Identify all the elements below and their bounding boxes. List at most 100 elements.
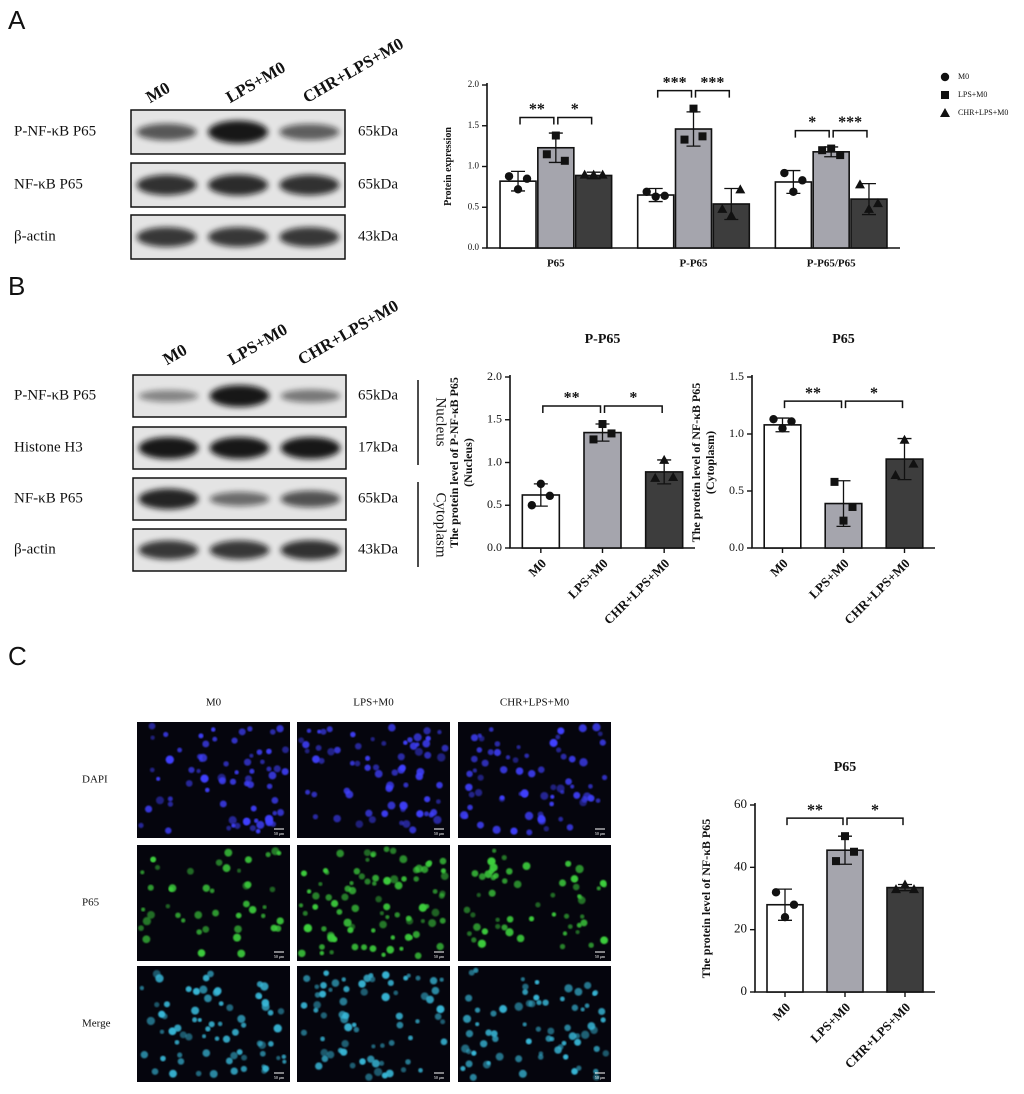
cell bbox=[256, 820, 265, 829]
cell bbox=[574, 1038, 582, 1046]
cell bbox=[479, 1040, 488, 1048]
cell bbox=[575, 930, 580, 935]
cell bbox=[326, 1050, 335, 1059]
cell bbox=[499, 766, 508, 774]
bar bbox=[674, 128, 713, 249]
cell bbox=[383, 876, 392, 885]
data-point bbox=[827, 144, 836, 153]
blot-band bbox=[280, 437, 341, 459]
cell bbox=[281, 768, 289, 776]
cell bbox=[403, 975, 409, 981]
cell bbox=[264, 814, 274, 824]
cell bbox=[568, 1032, 577, 1040]
cell bbox=[257, 994, 262, 999]
cell bbox=[315, 1062, 323, 1070]
cell bbox=[266, 748, 272, 755]
cell bbox=[556, 784, 565, 793]
cell bbox=[282, 1059, 287, 1064]
blot-band bbox=[138, 488, 199, 510]
cell bbox=[163, 731, 169, 738]
cell bbox=[460, 811, 469, 820]
cell bbox=[323, 970, 330, 977]
cell bbox=[409, 742, 418, 750]
cell bbox=[381, 952, 386, 957]
cell bbox=[350, 731, 356, 738]
cell bbox=[528, 770, 536, 778]
cell bbox=[488, 727, 494, 732]
cell bbox=[534, 979, 540, 985]
cell bbox=[237, 1014, 246, 1023]
cell bbox=[476, 821, 484, 829]
y-axis-label-line: The protein level of P-NF-κB P65 bbox=[447, 377, 461, 548]
cell bbox=[407, 737, 413, 743]
protein-label: β-actin bbox=[14, 541, 56, 557]
data-point bbox=[680, 135, 689, 144]
kda-label: 65kDa bbox=[358, 123, 398, 139]
y-tick-label: 0.5 bbox=[729, 483, 744, 497]
cell bbox=[476, 747, 483, 753]
cell bbox=[588, 784, 593, 789]
cell bbox=[468, 791, 475, 798]
cell bbox=[337, 1047, 344, 1054]
cell bbox=[536, 999, 542, 1006]
scale-bar-label: 50 μm bbox=[595, 831, 606, 836]
cell bbox=[431, 986, 440, 995]
data-point bbox=[818, 146, 827, 155]
bar bbox=[644, 471, 684, 549]
cell bbox=[222, 1035, 231, 1043]
cell bbox=[234, 770, 239, 775]
compartment-label: Nucleus bbox=[433, 397, 449, 446]
cell bbox=[602, 1050, 610, 1057]
cell bbox=[152, 970, 161, 978]
cell bbox=[344, 885, 352, 893]
cell bbox=[551, 912, 557, 917]
micrograph bbox=[297, 845, 450, 961]
cell bbox=[320, 728, 327, 735]
cell bbox=[300, 1002, 308, 1009]
cell bbox=[140, 1051, 149, 1059]
cell bbox=[374, 769, 383, 778]
data-point bbox=[891, 884, 901, 894]
blot-band bbox=[209, 385, 270, 407]
cell bbox=[562, 931, 568, 936]
bar bbox=[574, 174, 613, 249]
cell bbox=[235, 912, 242, 919]
cell bbox=[576, 1065, 582, 1071]
cell bbox=[470, 734, 479, 742]
cell bbox=[466, 1048, 472, 1055]
cell bbox=[387, 801, 396, 810]
cell bbox=[255, 828, 261, 834]
cell bbox=[317, 729, 322, 734]
data-point bbox=[650, 472, 661, 482]
cell bbox=[160, 1055, 166, 1062]
cell bbox=[379, 911, 384, 916]
cell bbox=[351, 943, 359, 951]
cell bbox=[518, 791, 523, 796]
cell bbox=[423, 727, 431, 735]
cell bbox=[468, 969, 475, 976]
cell bbox=[237, 949, 246, 958]
blot-band bbox=[136, 227, 197, 247]
data-point bbox=[551, 131, 560, 140]
cell bbox=[197, 1017, 202, 1023]
cell bbox=[372, 881, 377, 886]
significance-label: *** bbox=[700, 74, 724, 91]
cell bbox=[477, 939, 487, 948]
column-label: CHR+LPS+M0 bbox=[500, 697, 570, 709]
y-tick-label: 40 bbox=[734, 858, 747, 873]
cell bbox=[355, 820, 364, 828]
cell bbox=[599, 739, 606, 746]
cell bbox=[208, 1021, 215, 1028]
cell bbox=[371, 928, 376, 933]
kda-label: 43kDa bbox=[358, 228, 398, 244]
cell bbox=[249, 825, 256, 832]
blot-band bbox=[138, 437, 199, 459]
cell bbox=[320, 1012, 327, 1019]
cell bbox=[437, 729, 442, 735]
cell bbox=[276, 1055, 281, 1061]
scale-bar-label: 50 μm bbox=[274, 831, 285, 836]
cell bbox=[370, 852, 375, 858]
cell bbox=[364, 878, 371, 885]
significance-bracket bbox=[694, 89, 731, 98]
cell bbox=[276, 917, 284, 925]
